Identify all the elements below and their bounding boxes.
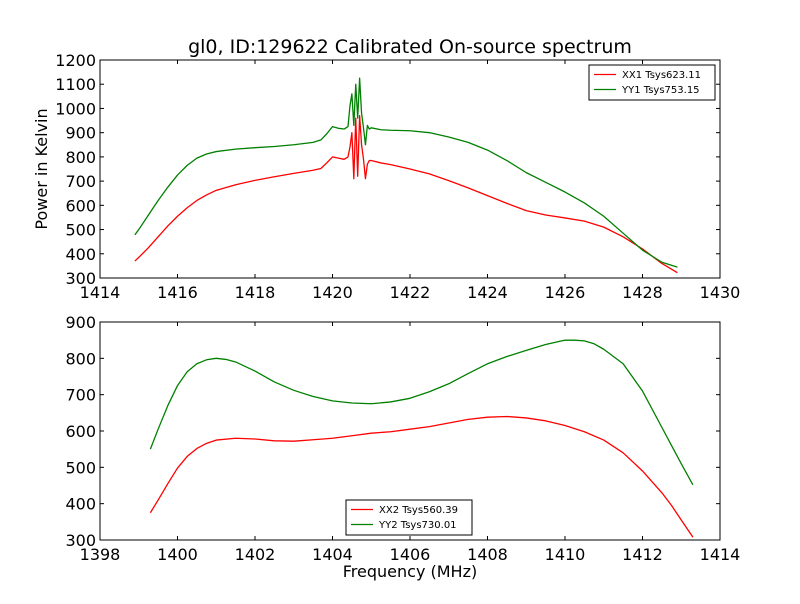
panel-1-y-tick-label-9: 1100 xyxy=(55,75,96,94)
panel-2-y-tick-label-5: 700 xyxy=(65,386,96,405)
panel-2-y-tick-label-4: 600 xyxy=(65,422,96,441)
panel-1-y-tick-label-3: 500 xyxy=(65,221,96,240)
panel-2-legend: XX2 Tsys560.39 YY2 Tsys730.01 xyxy=(345,499,473,536)
panel-1-legend-label-1: XX1 Tsys623.11 xyxy=(622,70,701,81)
panel-1: 1414 1416 1418 1420 1422 1424 1426 1428 1430 300 4… xyxy=(32,51,740,302)
panel-1-x-tick-label-7: 1426 xyxy=(545,283,586,302)
panel-1-legend-box xyxy=(588,64,716,101)
panel-2-x-tick-label-4: 1404 xyxy=(312,545,353,564)
panel-2-y-tick-label-1: 300 xyxy=(65,531,96,550)
panel-2-x-tick-label-7: 1410 xyxy=(545,545,586,564)
panel-1-y-tick-label-4: 600 xyxy=(65,196,96,215)
panel-2-x-axis-title: Frequency (MHz) xyxy=(343,562,477,581)
panel-2-y-tick-label-3: 500 xyxy=(65,458,96,477)
panel-1-x-tick-label-4: 1420 xyxy=(312,283,353,302)
panel-2-y-tick-label-6: 800 xyxy=(65,349,96,368)
panel-2-series-line-2 xyxy=(149,339,694,486)
panel-1-x-tick-label-2: 1416 xyxy=(157,283,198,302)
panel-2-x-tick-label-9: 1414 xyxy=(700,545,741,564)
panel-2-x-tick-label-3: 1402 xyxy=(235,545,276,564)
panel-1-y-axis-title: Power in Kelvin xyxy=(32,108,51,229)
panel-2-legend-box xyxy=(345,499,473,536)
panel-1-y-tick-label-6: 800 xyxy=(65,148,96,167)
panel-1-series-line-2 xyxy=(134,77,678,268)
panel-1-y-tick-label-2: 400 xyxy=(65,245,96,264)
panel-1-x-tick-label-5: 1422 xyxy=(390,283,431,302)
panel-2-legend-label-2: YY2 Tsys730.01 xyxy=(378,520,457,531)
figure-title: gl0, ID:129622 Calibrated On-source spec… xyxy=(188,36,632,58)
panel-1-x-tick-label-3: 1418 xyxy=(235,283,276,302)
panel-2-legend-label-1: XX2 Tsys560.39 xyxy=(379,505,458,516)
panel-1-x-tick-label-1: 1414 xyxy=(80,283,121,302)
panel-2-x-tick-label-5: 1406 xyxy=(390,545,431,564)
panel-1-y-tick-label-7: 900 xyxy=(65,124,96,143)
panel-2-series-line-1 xyxy=(149,415,694,538)
panel-1-y-tick-label-10: 1200 xyxy=(55,51,96,70)
panel-1-y-tick-label-1: 300 xyxy=(65,269,96,288)
panel-1-series-line-1 xyxy=(134,115,678,274)
panel-2-y-tick-label-7: 900 xyxy=(65,313,96,332)
panel-2-x-tick-label-8: 1412 xyxy=(622,545,663,564)
panel-2-y-tick-label-2: 400 xyxy=(65,495,96,514)
panel-1-y-tick-label-5: 700 xyxy=(65,172,96,191)
panel-1-x-tick-label-8: 1428 xyxy=(622,283,663,302)
panel-2-x-tick-label-6: 1408 xyxy=(467,545,508,564)
panel-2-x-tick-label-1: 1398 xyxy=(80,545,121,564)
panel-1-legend-label-2: YY1 Tsys753.15 xyxy=(621,85,700,96)
panel-1-x-tick-label-9: 1430 xyxy=(700,283,741,302)
panel-2-x-tick-label-2: 1400 xyxy=(157,545,198,564)
panel-2: 1398 1400 1402 1404 1406 1408 1410 1412 1414 300 4… xyxy=(65,313,740,581)
panel-1-x-tick-label-6: 1424 xyxy=(467,283,508,302)
panel-1-legend: XX1 Tsys623.11 YY1 Tsys753.15 xyxy=(588,64,716,101)
panel-1-y-tick-label-8: 1000 xyxy=(55,99,96,118)
